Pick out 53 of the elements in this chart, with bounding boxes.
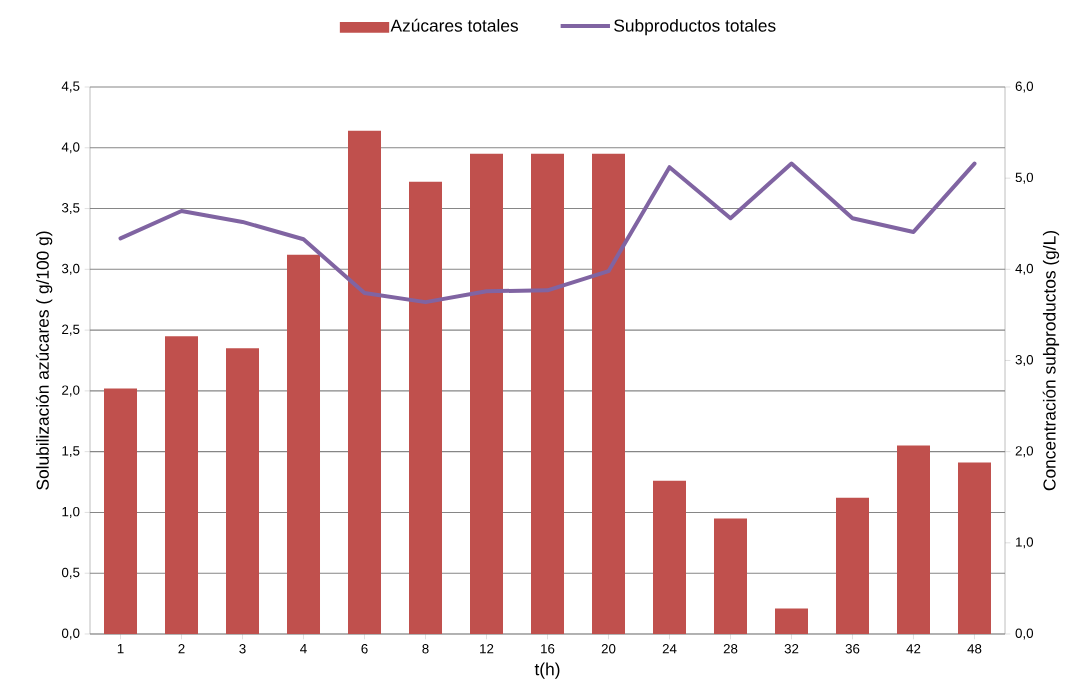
x-tick-label: 2 bbox=[178, 644, 185, 654]
y-tick-label: 3,0 bbox=[61, 263, 80, 275]
x-tick-label: 8 bbox=[422, 644, 429, 654]
bar bbox=[226, 348, 260, 634]
x-tick-label: 32 bbox=[784, 644, 799, 654]
bar bbox=[714, 518, 747, 634]
x-tick-label: 48 bbox=[967, 644, 982, 654]
bar bbox=[348, 130, 381, 634]
legend-label: Subproductos totales bbox=[614, 19, 776, 36]
bar bbox=[653, 480, 686, 634]
y-axis-title: Solubilización azúcares ( g/100 g) bbox=[35, 231, 53, 490]
x-tick-label: 16 bbox=[541, 644, 555, 654]
x-tick-label: 42 bbox=[906, 644, 921, 654]
bar bbox=[470, 153, 503, 634]
x-tick-label: 36 bbox=[845, 644, 860, 654]
bar bbox=[165, 336, 198, 634]
x-tick-label: 20 bbox=[601, 644, 616, 654]
x-tick-label: 12 bbox=[480, 644, 494, 654]
legend-label: Azúcares totales bbox=[390, 18, 518, 32]
y-tick-label: 0,0 bbox=[61, 628, 80, 640]
bar bbox=[897, 445, 930, 634]
y-tick-label: 0,5 bbox=[61, 567, 80, 579]
y-tick-label: 1,0 bbox=[62, 506, 80, 518]
y2-tick-label: 1,0 bbox=[1016, 537, 1034, 549]
bar bbox=[287, 254, 320, 634]
y2-tick-label: 3,0 bbox=[1015, 354, 1034, 367]
x-tick-label: 3 bbox=[239, 644, 246, 654]
bar bbox=[958, 462, 991, 634]
x-tick-label: 24 bbox=[662, 644, 677, 654]
y2-tick-label: 5,0 bbox=[1015, 172, 1034, 184]
y2-axis-title: Concentración subproductos (g/L) bbox=[1042, 231, 1060, 491]
x-tick-label: 6 bbox=[361, 644, 368, 654]
x-tick-label: 28 bbox=[723, 644, 738, 654]
x-tick-label: 4 bbox=[300, 644, 307, 654]
bar bbox=[104, 388, 138, 634]
x-axis-title: t(h) bbox=[534, 662, 560, 679]
y-tick-label: 4,0 bbox=[61, 142, 80, 154]
bar bbox=[836, 497, 869, 634]
y2-tick-label: 4,0 bbox=[1015, 263, 1034, 275]
y-tick-label: 4,5 bbox=[61, 81, 80, 93]
y-tick-label: 3,5 bbox=[61, 203, 80, 215]
x-tick-label: 1 bbox=[117, 644, 124, 654]
y2-tick-label: 0,0 bbox=[1015, 628, 1034, 640]
y-tick-label: 2,0 bbox=[62, 385, 80, 397]
line-series bbox=[118, 161, 977, 305]
bar bbox=[409, 181, 442, 634]
y2-tick-label: 6,0 bbox=[1015, 81, 1034, 93]
bar bbox=[775, 608, 808, 634]
y-tick-label: 1,5 bbox=[62, 446, 80, 458]
bar bbox=[531, 153, 564, 634]
bar bbox=[592, 153, 625, 634]
y-tick-label: 2,5 bbox=[62, 324, 80, 336]
y2-tick-label: 2,0 bbox=[1015, 446, 1034, 458]
